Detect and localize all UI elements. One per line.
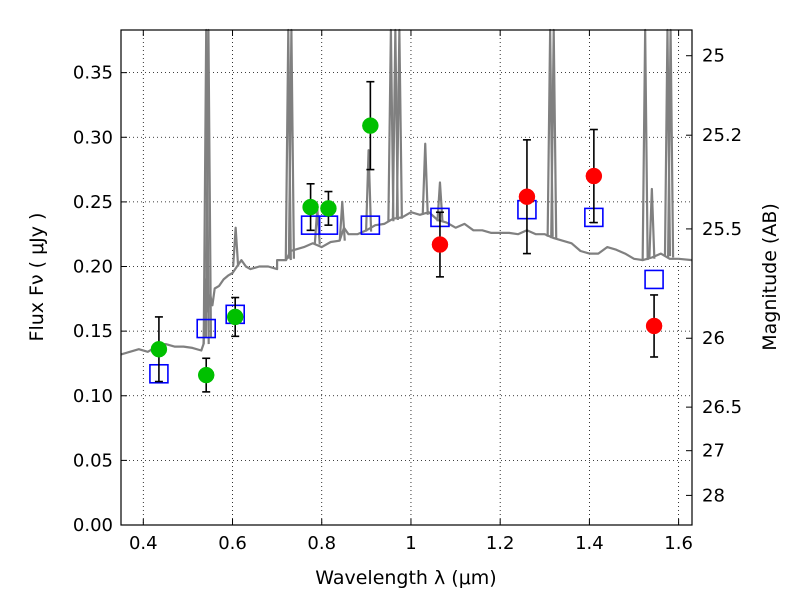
- red-data-point: [518, 188, 536, 205]
- right-tick-label: 27: [702, 441, 725, 462]
- x-tick-label: 1.4: [575, 533, 604, 554]
- green-data-point: [226, 308, 244, 326]
- x-axis-title: Wavelength λ (μm): [315, 567, 496, 589]
- red-data-point: [645, 317, 663, 335]
- green-data-point: [362, 117, 379, 134]
- model-photometry-square: [644, 269, 664, 290]
- emission-line-spike: [338, 200, 346, 241]
- y-tick-label: 0.20: [73, 257, 113, 278]
- emission-line-spike: [232, 226, 240, 267]
- red-data-point: [585, 167, 603, 185]
- emission-line-spike: [421, 142, 429, 215]
- x-tick-label: 0.6: [218, 533, 247, 554]
- axes: 0.4 0.6 0.8 1 1.2 1.4 1.6 0.00 0.05 0.10 0.15 0.20 0…: [73, 30, 742, 554]
- y-tick-label: 0.15: [73, 321, 113, 342]
- emission-line-spike: [648, 187, 656, 259]
- right-tick-label: 26: [702, 328, 725, 349]
- green-data-point: [320, 200, 337, 217]
- model-photometry-square: [360, 215, 381, 235]
- right-tick-label: 25: [702, 46, 725, 67]
- x-tick-label: 0.4: [129, 533, 158, 554]
- green-data-point: [197, 366, 215, 384]
- y-tick-label: 0.05: [73, 450, 113, 471]
- green-data-point: [150, 340, 168, 358]
- plot-frame: [120, 29, 693, 526]
- y-axis-title: Flux Fν ( μJy ): [26, 213, 48, 342]
- right-tick-label: 26.5: [702, 397, 742, 418]
- x-tick-label: 1: [405, 533, 416, 554]
- y-tick-label: 0.25: [73, 192, 113, 213]
- y-tick-label: 0.35: [73, 63, 113, 84]
- grid: [121, 30, 692, 526]
- x-tick-label: 1.6: [664, 533, 693, 554]
- marker-layer: [149, 80, 664, 393]
- x-tick-label: 0.8: [307, 533, 336, 554]
- y-tick-label: 0.10: [73, 386, 113, 407]
- red-data-point: [431, 236, 449, 253]
- y-tick-label: 0.30: [73, 127, 113, 148]
- green-data-point: [302, 198, 319, 216]
- model-photometry-square: [196, 318, 217, 339]
- right-tick-label: 28: [702, 485, 725, 506]
- x-tick-label: 1.2: [486, 533, 515, 554]
- right-tick-label: 25.2: [702, 125, 742, 146]
- right-tick-label: 25.5: [702, 219, 742, 240]
- emission-line-spike: [364, 149, 373, 232]
- y-tick-label: 0.00: [73, 515, 113, 536]
- right-axis-title: Magnitude (AB): [759, 203, 781, 351]
